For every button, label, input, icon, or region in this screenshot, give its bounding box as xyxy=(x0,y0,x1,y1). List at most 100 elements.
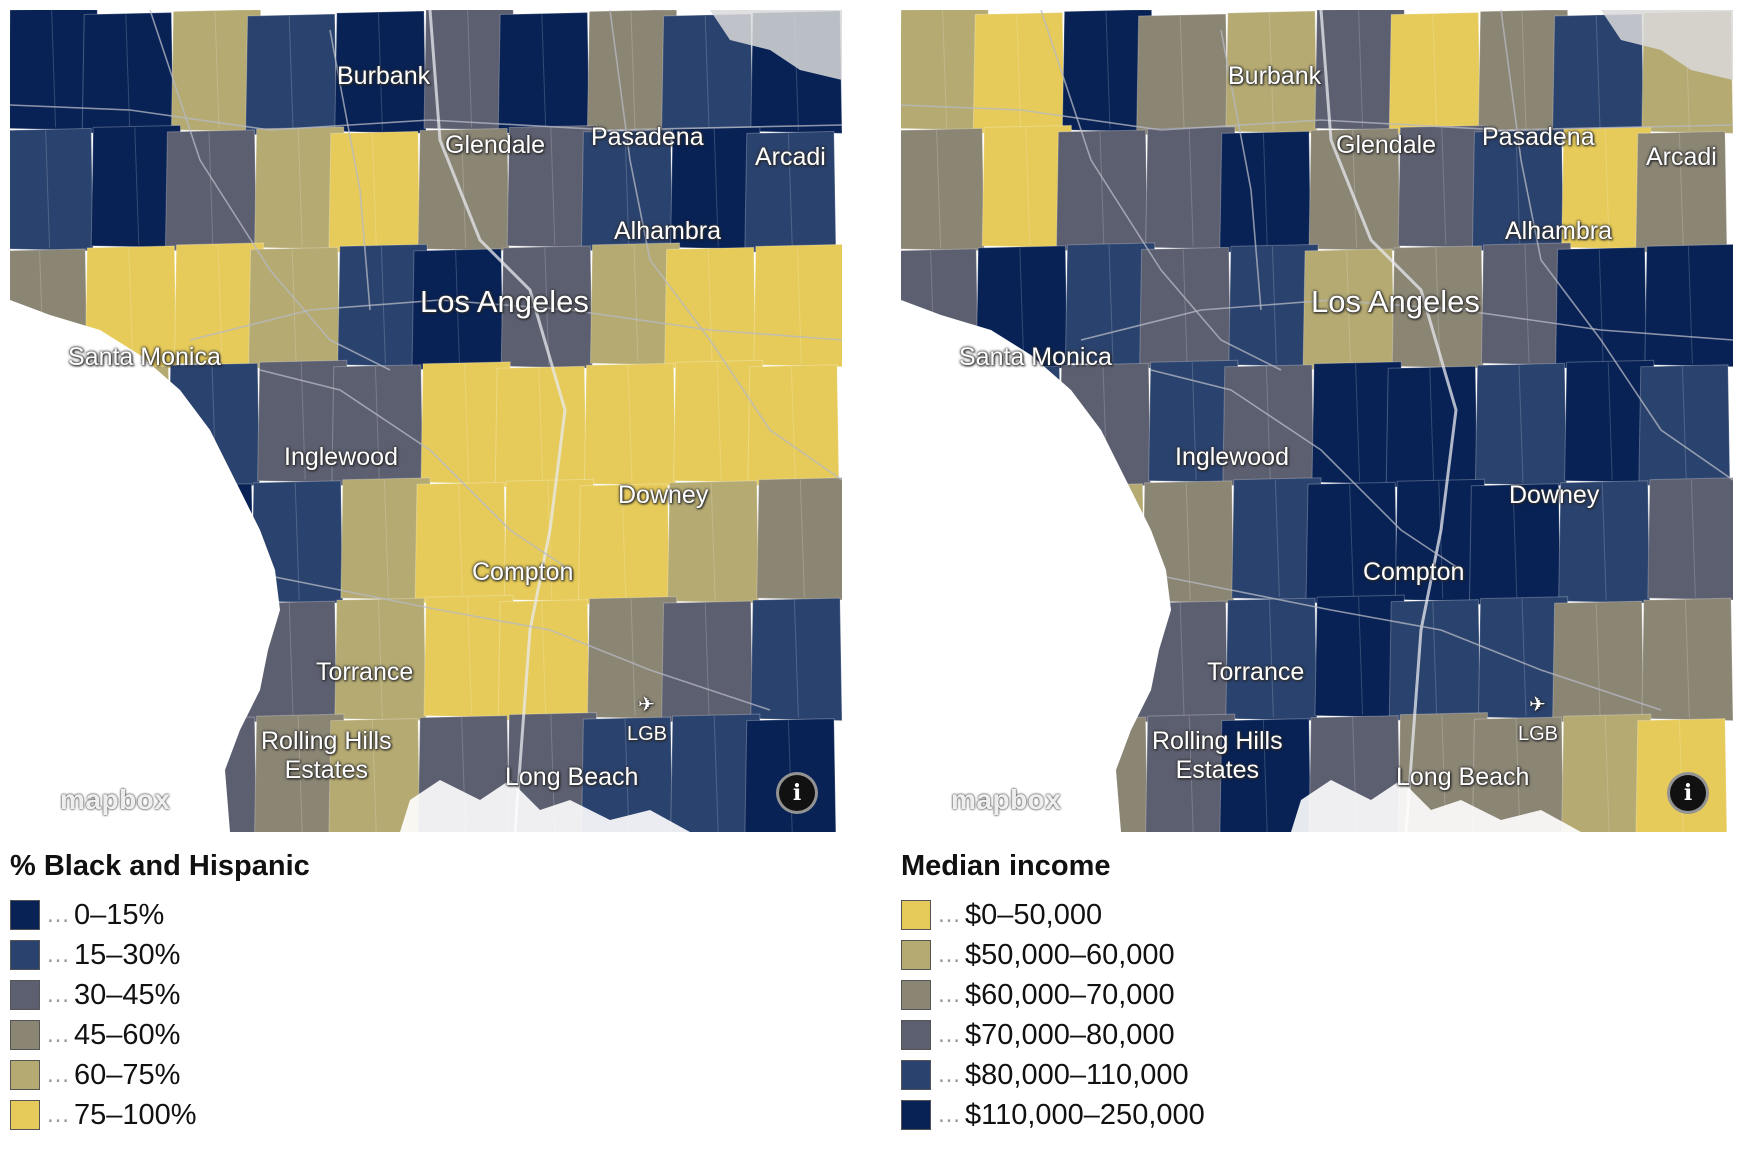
legend-range: 0–15% xyxy=(74,898,165,931)
info-icon[interactable]: i xyxy=(776,772,818,814)
city-label-downey: Downey xyxy=(1509,481,1600,509)
tract-boundary xyxy=(1432,601,1438,720)
tract-boundary xyxy=(1684,600,1690,718)
city-label-alhambra: Alhambra xyxy=(614,217,721,245)
tract-boundary xyxy=(467,10,473,128)
tract-boundary xyxy=(630,11,636,129)
tract-boundary xyxy=(1441,127,1447,245)
region-tract[interactable] xyxy=(750,597,842,722)
legend-item: … 60–75% xyxy=(10,1055,710,1095)
tract-boundary xyxy=(1358,10,1364,128)
tract-boundary xyxy=(716,362,722,480)
city-label-inglewood: Inglewood xyxy=(284,443,398,471)
city-label-pasadena: Pasadena xyxy=(591,123,704,151)
tract-boundary xyxy=(1604,128,1610,247)
map-panel-median-income[interactable]: Burbank Glendale Pasadena Arcadi Alhambr… xyxy=(901,10,1733,832)
region-tract[interactable] xyxy=(580,716,673,832)
tract-boundary xyxy=(1598,249,1604,367)
tract-boundary xyxy=(1191,362,1197,480)
tract-boundary xyxy=(1268,600,1274,718)
tract-boundary xyxy=(1262,720,1268,832)
legend-dots: … xyxy=(46,981,70,1008)
road-line xyxy=(259,369,571,571)
city-label-santa-monica: Santa Monica xyxy=(68,343,221,371)
mapbox-mark-icon xyxy=(24,784,56,816)
region-tract[interactable] xyxy=(1641,597,1733,722)
region-tract[interactable] xyxy=(1145,713,1238,832)
tract-boundary xyxy=(544,247,550,366)
road-line xyxy=(1500,10,1733,481)
tract-boundary xyxy=(45,130,51,248)
road-line xyxy=(1220,29,1262,311)
tract-boundary xyxy=(1188,716,1194,832)
legend-swatch xyxy=(901,940,931,970)
region-tract[interactable] xyxy=(901,127,985,252)
tract-boundary xyxy=(713,128,719,247)
info-icon[interactable]: i xyxy=(1667,772,1709,814)
tract-boundary xyxy=(550,127,556,245)
tract-boundary xyxy=(288,15,294,134)
legend-range: $70,000–80,000 xyxy=(965,1018,1175,1051)
tract-boundary xyxy=(1521,598,1527,717)
tract-boundary xyxy=(1435,247,1441,366)
tract-boundary xyxy=(217,244,223,363)
mapbox-wordmark: mapbox xyxy=(951,784,1062,815)
city-label-santa-monica: Santa Monica xyxy=(959,343,1112,371)
tract-boundary xyxy=(1179,15,1185,134)
city-label-pasadena: Pasadena xyxy=(1482,123,1595,151)
legend-range: $50,000–60,000 xyxy=(965,938,1175,971)
region-tract[interactable] xyxy=(756,477,842,601)
region-tract[interactable] xyxy=(10,127,94,252)
tract-boundary xyxy=(942,10,948,128)
tract-boundary xyxy=(297,716,303,832)
city-label-arcadia: Arcadi xyxy=(755,143,826,171)
region-tract[interactable] xyxy=(753,243,842,368)
tract-boundary xyxy=(1262,133,1268,251)
tract-boundary xyxy=(707,249,713,367)
legend-dots: … xyxy=(937,941,961,968)
city-label-los-angeles: Los Angeles xyxy=(420,284,589,319)
tract-boundary xyxy=(291,249,297,367)
tract-boundary xyxy=(713,716,719,832)
legend-pct-black-hispanic: % Black and Hispanic … 0–15% … 15–30% … … xyxy=(10,850,710,1135)
mapbox-logo[interactable]: mapbox xyxy=(24,784,170,816)
region-tract[interactable] xyxy=(328,718,421,832)
legend-dots: … xyxy=(937,1021,961,1048)
region-tract[interactable] xyxy=(1647,477,1733,601)
tract-boundary xyxy=(1268,12,1274,131)
tract-boundary xyxy=(458,484,464,602)
choropleth-map[interactable] xyxy=(901,10,1733,832)
region-tract[interactable] xyxy=(670,713,763,832)
legend-dots: … xyxy=(46,1101,70,1128)
tract-boundary xyxy=(538,368,544,486)
terrain-relief xyxy=(710,10,842,80)
region-tract[interactable] xyxy=(254,713,347,832)
tract-boundary xyxy=(1678,133,1684,251)
airport-icon: ✈ xyxy=(1529,694,1546,716)
freeway-line xyxy=(1319,10,1458,832)
legend-title: % Black and Hispanic xyxy=(10,850,310,882)
city-label-glendale: Glendale xyxy=(1336,131,1437,159)
choropleth-map[interactable] xyxy=(10,10,842,832)
road-line xyxy=(901,104,1733,131)
tract-boundary xyxy=(371,133,377,251)
map-panel-pct-black-hispanic[interactable]: Burbank Glendale Pasadena Arcadi Alhambr… xyxy=(10,10,842,832)
region-tract[interactable] xyxy=(1471,716,1564,832)
road-line xyxy=(1040,10,1282,371)
tract-boundary xyxy=(1016,14,1022,132)
region-tract[interactable] xyxy=(1561,713,1654,832)
city-label-long-beach: Long Beach xyxy=(505,763,639,791)
legend-dots: … xyxy=(937,901,961,928)
mapbox-logo[interactable]: mapbox xyxy=(915,784,1061,816)
ocean-water xyxy=(901,300,1171,832)
legend-range: 15–30% xyxy=(74,938,181,971)
city-label-downey: Downey xyxy=(618,481,709,509)
city-label-long-beach: Long Beach xyxy=(1396,763,1530,791)
tract-boundary xyxy=(547,481,553,599)
tract-boundary xyxy=(125,14,131,132)
region-tract[interactable] xyxy=(1644,243,1733,368)
city-label-burbank: Burbank xyxy=(337,62,431,90)
region-tract[interactable] xyxy=(1219,718,1312,832)
tract-boundary xyxy=(1019,247,1025,366)
tract-boundary xyxy=(1521,11,1527,129)
